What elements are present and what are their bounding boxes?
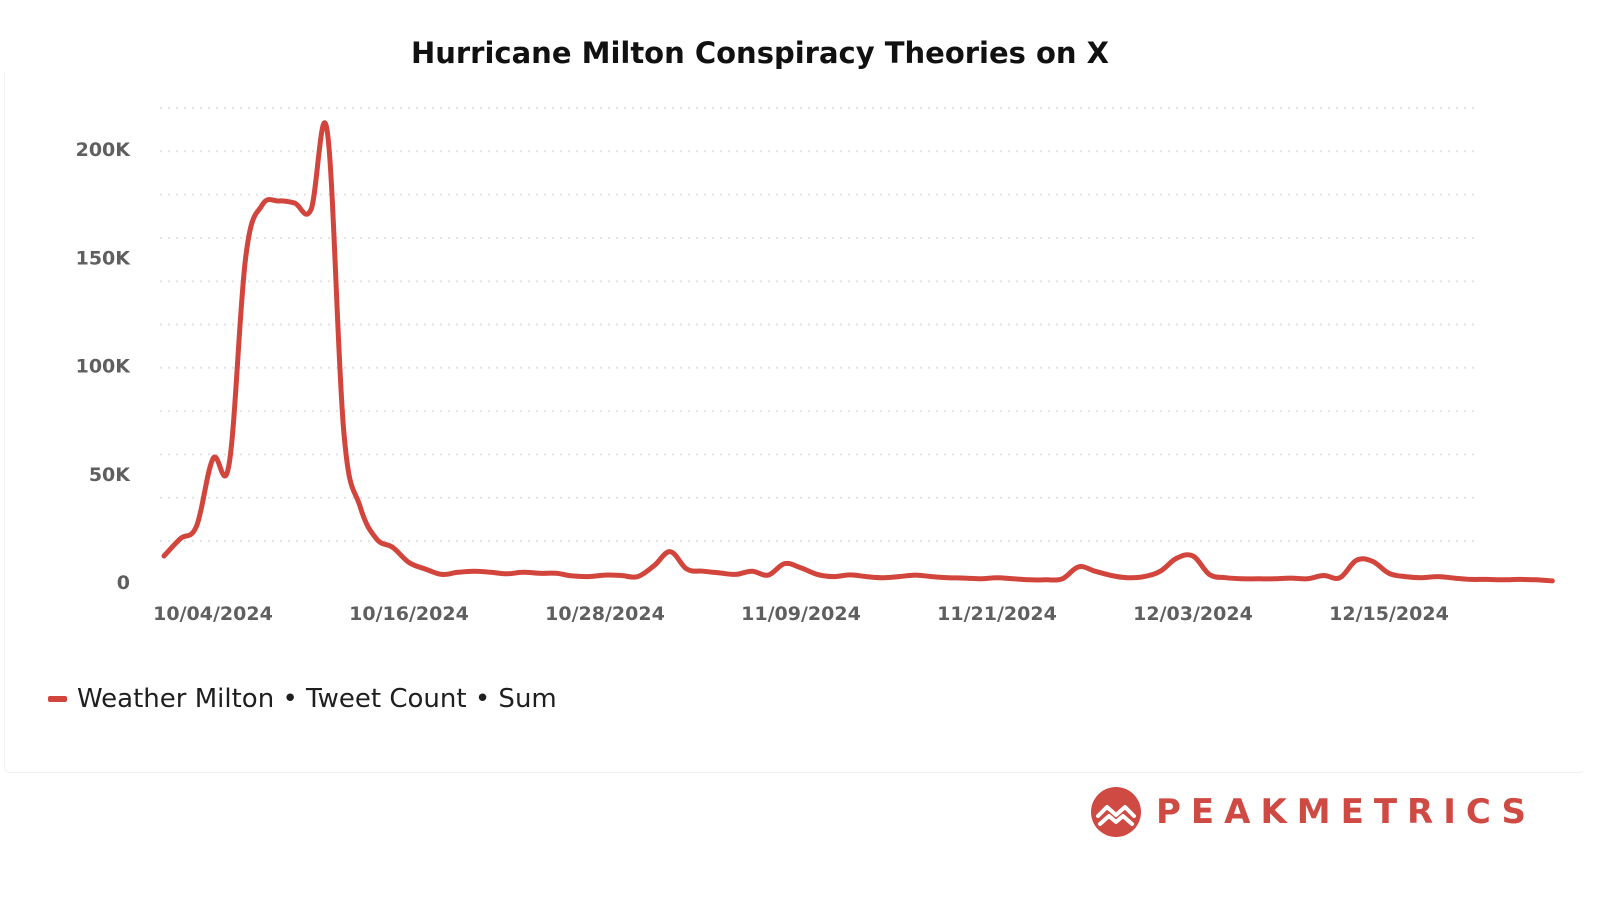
x-tick-label: 10/04/2024: [153, 603, 273, 625]
chart-title: Hurricane Milton Conspiracy Theories on …: [410, 36, 1110, 70]
brand-name: PEAKMETRICS: [1156, 792, 1536, 832]
y-tick-label: 200K: [76, 139, 132, 161]
peakmetrics-logo-icon: [1091, 787, 1141, 837]
x-tick-label: 12/03/2024: [1133, 603, 1253, 625]
x-tick-label: 12/15/2024: [1329, 603, 1449, 625]
y-tick-label: 100K: [76, 356, 132, 378]
legend[interactable]: Weather Milton • Tweet Count • Sum: [48, 684, 557, 714]
x-tick-label: 10/28/2024: [545, 603, 665, 625]
x-tick-label: 11/09/2024: [741, 603, 861, 625]
chart-card: [4, 72, 1585, 773]
y-tick-label: 0: [117, 572, 130, 594]
series-layer: [161, 120, 1555, 584]
grid-layer: [160, 107, 1480, 542]
x-tick-label: 11/21/2024: [937, 603, 1057, 625]
x-tick-label: 10/16/2024: [349, 603, 469, 625]
y-tick-label: 50K: [89, 464, 131, 486]
series-line[interactable]: [161, 120, 1555, 584]
x-axis: 10/04/2024 10/16/2024 10/28/2024 11/09/2024…: [153, 603, 1449, 625]
y-tick-label: 150K: [76, 247, 132, 269]
legend-label: Weather Milton • Tweet Count • Sum: [77, 684, 557, 714]
legend-swatch: [48, 696, 67, 702]
brand-logo: PEAKMETRICS: [1090, 786, 1536, 838]
y-axis: 0 50K 100K 150K 200K: [76, 139, 132, 594]
